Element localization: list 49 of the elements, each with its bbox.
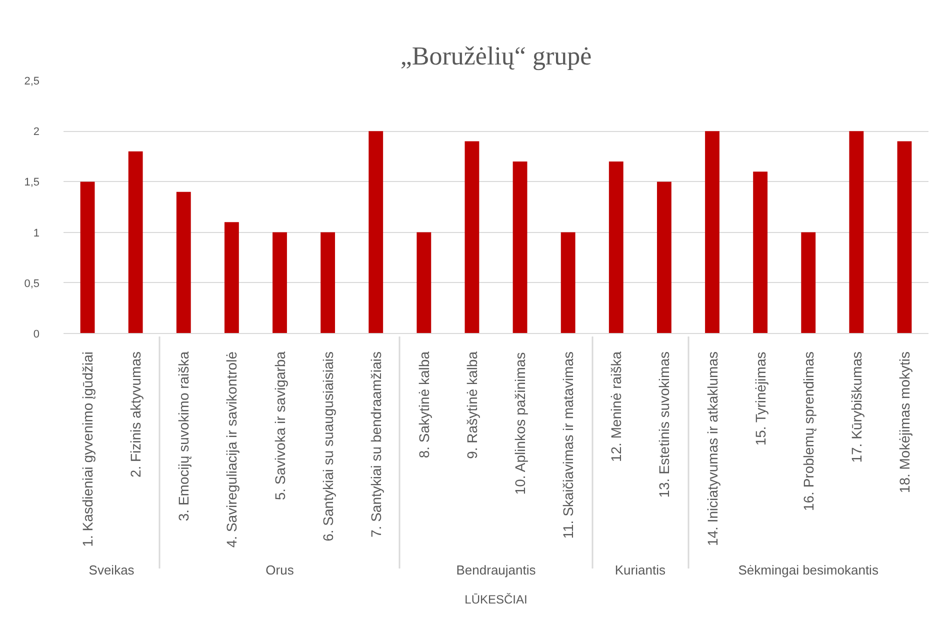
y-tick-label: 2 xyxy=(33,126,40,138)
category-label: 1. Kasdieniai gyvenimo įgūdžiai xyxy=(80,351,96,547)
y-tick-label: 1 xyxy=(33,227,40,240)
category-label: Orus xyxy=(266,562,294,578)
category-label: 11. Skaičiavimas ir matavimas xyxy=(560,351,576,539)
bar xyxy=(801,232,816,334)
category-label: 16. Problemų sprendimas xyxy=(800,351,816,512)
bar xyxy=(176,192,191,334)
category-label: 5. Savivoka ir savigarba xyxy=(272,351,288,500)
category-label: Bendraujantis xyxy=(456,562,536,578)
category-label: 13. Estetinis suvokimas xyxy=(656,351,672,498)
category-label: 18. Mokėjimas mokytis xyxy=(896,352,912,494)
bar xyxy=(320,232,336,334)
bar xyxy=(416,232,432,334)
bar xyxy=(80,182,95,334)
y-tick-label: 0,5 xyxy=(24,278,40,290)
category-label: 6. Santykiai su suaugusiaisiais xyxy=(320,351,336,542)
category-label: 9. Rašytinė kalba xyxy=(464,351,480,459)
bar xyxy=(512,161,528,334)
category-label: 17. Kūrybiškumas xyxy=(848,351,864,463)
bar xyxy=(608,161,624,334)
category-label: 4. Savireguliacija ir savikontrolė xyxy=(224,351,240,548)
category-label: 12. Meninė raiška xyxy=(608,351,624,462)
category-label: 10. Aplinkos pažinimas xyxy=(512,352,528,495)
bar xyxy=(656,182,672,334)
bar xyxy=(753,172,768,334)
bar xyxy=(560,232,576,334)
bar xyxy=(897,141,912,334)
bar xyxy=(464,141,480,334)
y-tick-label: 2,5 xyxy=(24,76,40,88)
y-tick-label: 1,5 xyxy=(24,176,40,189)
category-label: Sėkmingai besimokantis xyxy=(738,562,878,578)
bar xyxy=(224,222,239,334)
chart-title: „Boružėlių“ grupė xyxy=(400,42,592,70)
bar xyxy=(272,232,287,334)
category-label: Kuriantis xyxy=(614,562,666,578)
category-label: 3. Emocijų suvokimo raiška xyxy=(176,351,192,522)
category-label: 2. Fizinis aktyvumas xyxy=(128,351,144,478)
category-label: 7. Santykiai su bendraamžiais xyxy=(368,351,384,538)
category-label: 8. Sakytinė kalba xyxy=(416,351,432,458)
category-label: 14. Iniciatyvumas ir atkaklumas xyxy=(704,351,720,546)
category-label: 15. Tyrinėjimas xyxy=(752,352,768,446)
bar xyxy=(128,151,143,334)
bar xyxy=(368,131,384,334)
y-tick-label: 0 xyxy=(33,328,40,340)
bar xyxy=(849,131,864,334)
bar xyxy=(705,131,720,334)
category-label: Sveikas xyxy=(88,562,134,578)
category-label: LŪKESČIAI xyxy=(464,592,528,607)
